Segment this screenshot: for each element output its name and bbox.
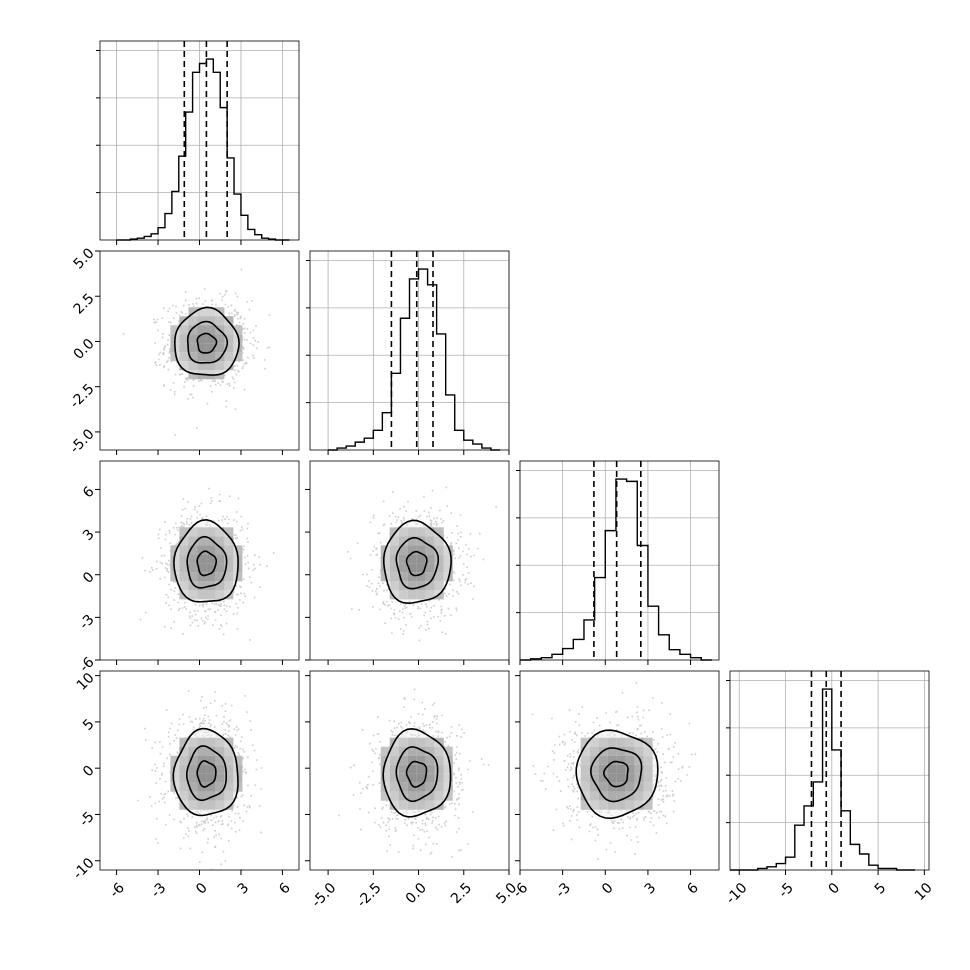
panel-frame [729, 670, 930, 871]
density-cell [224, 316, 234, 326]
density-cell [170, 545, 180, 555]
panel-0-0 [96, 40, 300, 245]
panel-frame [519, 670, 720, 871]
contour-level-1 [172, 727, 239, 817]
density-cell [580, 737, 590, 747]
contour-level-3 [196, 332, 218, 354]
panel-3-3: -10 -5 0 5 10 [723, 670, 936, 907]
contour-level-1 [382, 727, 452, 818]
histogram-step [328, 268, 500, 451]
panel-2-1 [305, 460, 510, 665]
contour-level-2 [395, 536, 440, 590]
contour-level-1 [173, 518, 239, 603]
density-cell [580, 800, 590, 810]
density-cell [233, 572, 243, 582]
density-cell [170, 572, 180, 582]
panel-frame [309, 250, 510, 451]
histogram-step [730, 688, 916, 871]
contour-level-2 [186, 320, 229, 364]
density-cell [233, 755, 243, 765]
contour-level-2 [395, 746, 439, 803]
contour-level-3 [196, 550, 218, 577]
panel-frame [309, 670, 510, 871]
contour-level-2 [589, 747, 643, 803]
density-cell [443, 746, 453, 756]
density-cell [233, 545, 243, 555]
density-cell [233, 325, 243, 335]
density-cell [188, 370, 198, 380]
contour-level-2 [186, 535, 228, 589]
panel-1-1 [306, 250, 510, 455]
density-cell [179, 737, 189, 747]
panel-2-2 [516, 460, 720, 665]
contour-level-3 [602, 760, 629, 788]
density-cell [389, 527, 399, 537]
density-cell [170, 755, 180, 765]
density-cell [443, 791, 453, 801]
density-cell [380, 791, 390, 801]
density-cell [233, 352, 243, 362]
density-cell [643, 800, 653, 810]
scatter-points [137, 690, 263, 871]
contour-level-1 [383, 519, 452, 605]
density-cell [188, 307, 198, 317]
panel-frame [519, 460, 720, 661]
density-cell [434, 527, 444, 537]
density-cell [179, 527, 189, 537]
histogram-step [116, 58, 290, 241]
density-cell [224, 527, 234, 537]
density-cell [170, 352, 180, 362]
density-cell [170, 325, 180, 335]
density-cell [643, 737, 653, 747]
contour-level-3 [405, 550, 428, 577]
density-cell [224, 737, 234, 747]
contour-level-3 [196, 760, 217, 788]
panel-frame [309, 460, 510, 661]
contour-level-2 [185, 745, 227, 802]
contour-level-1 [575, 729, 659, 820]
density-cell [380, 746, 390, 756]
panel-1-0: -5.0-2.50.02.55.0 [67, 245, 300, 457]
contour-level-3 [405, 760, 428, 788]
